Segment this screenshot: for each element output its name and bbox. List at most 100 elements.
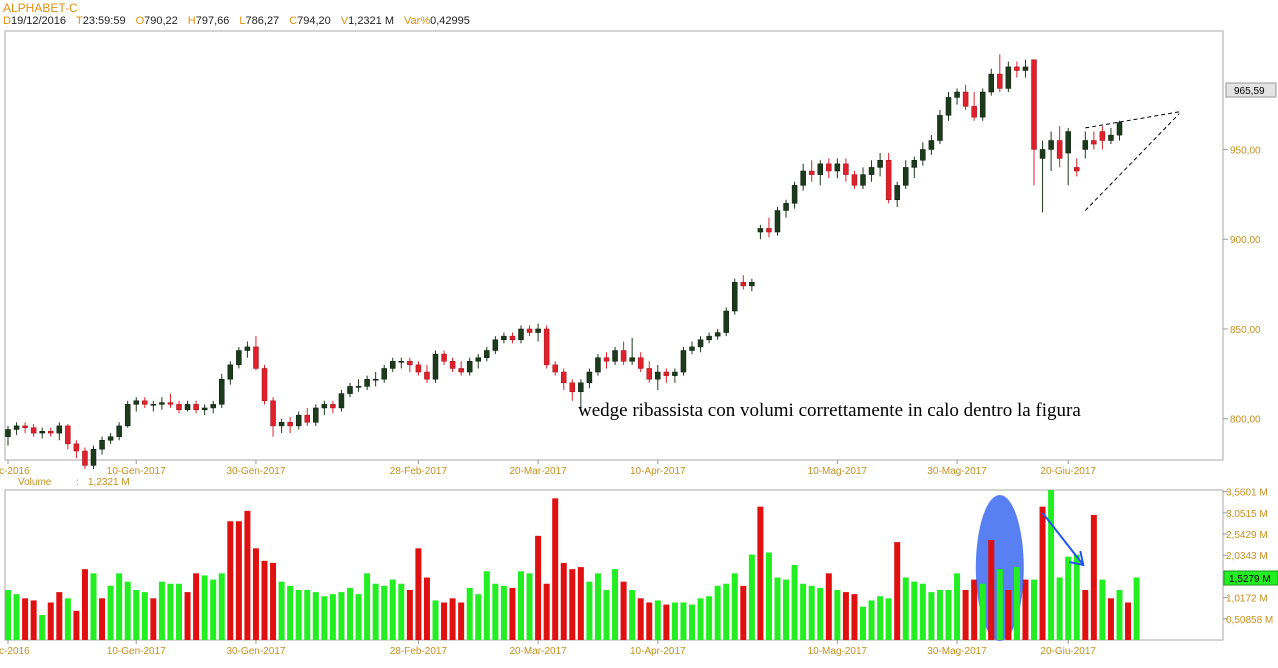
price-y-tick-label: 800,00: [1230, 415, 1261, 426]
volume-y-tick-label: 0,50858 M: [1226, 615, 1273, 626]
candle: [424, 364, 430, 383]
candle-body: [219, 378, 225, 405]
candle: [1074, 158, 1080, 177]
volume-bar: [398, 583, 405, 640]
volume-bar: [99, 598, 106, 640]
volume-bar: [64, 598, 71, 640]
volume-bar: [851, 594, 858, 640]
candle-body: [962, 91, 969, 107]
candle-body: [73, 443, 80, 452]
candle-body: [227, 364, 234, 380]
candle-body: [714, 332, 721, 337]
volume-bar: [278, 581, 285, 640]
candle: [595, 354, 601, 376]
candle-body: [620, 350, 627, 362]
candle: [1031, 59, 1037, 186]
candle: [732, 278, 738, 315]
candle-body: [954, 91, 960, 98]
candle: [603, 352, 610, 369]
candle: [1022, 59, 1029, 78]
price-x-tick-label: 30-Gen-2017: [226, 466, 285, 477]
candle-body: [390, 361, 396, 369]
volume-bar: [321, 596, 328, 640]
volume-bar: [1099, 579, 1106, 640]
candle-body: [552, 364, 558, 373]
volume-bar: [347, 587, 353, 640]
candle-body: [680, 350, 687, 373]
volume-bar: [577, 567, 584, 640]
candle-body: [295, 414, 302, 427]
volume-y-axis: 0,50858 M 1,0172 M 1,5279 M 2,0343 M 2,5429 …: [1223, 488, 1273, 626]
candle: [586, 368, 593, 389]
volume-bar: [39, 615, 46, 640]
candle-body: [791, 185, 798, 204]
candle: [1099, 126, 1106, 150]
candle: [372, 372, 379, 387]
volume-bar: [834, 590, 841, 640]
price-x-axis: -Dic-2016 10-Gen-2017 30-Gen-2017 28-Feb-20…: [0, 460, 1096, 477]
candle-body: [321, 404, 328, 409]
candle-body: [646, 368, 652, 380]
volume-bar: [612, 569, 619, 640]
candle: [253, 336, 259, 371]
high-value: 797,66: [195, 15, 230, 27]
volume-bar: [945, 590, 952, 640]
candle: [458, 361, 464, 376]
volume-current-label: 1,2321 M: [88, 477, 130, 488]
candle-body: [697, 339, 704, 348]
candle: [971, 92, 977, 121]
candle-body: [150, 404, 157, 406]
candle-body: [672, 371, 678, 376]
candle-body: [13, 425, 20, 430]
candle: [484, 346, 490, 362]
candle: [620, 341, 627, 365]
volume-y-tick-label: 2,0343 M: [1226, 551, 1268, 562]
candle-body: [997, 73, 1003, 89]
candle: [278, 418, 285, 434]
volume-bar: [261, 560, 268, 640]
volume-bar: [193, 573, 200, 640]
candle: [201, 404, 208, 416]
candle: [73, 440, 80, 459]
last-volume-badge: 1,5279 M: [1223, 570, 1278, 586]
volume-bar: [1048, 490, 1055, 640]
candle-body: [1056, 140, 1063, 159]
candle: [706, 332, 712, 344]
candle: [39, 427, 45, 439]
volume-x-tick-label: 10-Apr-2017: [630, 646, 686, 657]
candle: [449, 357, 456, 373]
volume-bar: [252, 548, 259, 640]
volume-bar: [218, 573, 225, 640]
candle-body: [116, 425, 122, 437]
volume-bar-highlight: [996, 569, 1003, 640]
candle-body: [492, 339, 499, 351]
candle-body: [885, 159, 892, 200]
volume-bar: [860, 606, 866, 640]
volume-bar: [569, 569, 576, 640]
candle: [663, 368, 670, 383]
volume-bar: [244, 510, 251, 640]
candle: [868, 160, 875, 182]
volume-bar: [774, 577, 781, 640]
volume-bar: [13, 594, 20, 640]
volume-bar: [415, 548, 422, 640]
volume-bar: [808, 585, 815, 640]
candle-body: [826, 163, 832, 172]
volume-bar: [406, 590, 413, 640]
volume-bar: [560, 562, 567, 640]
candle-body: [860, 174, 866, 186]
candle: [287, 416, 293, 434]
candle-body: [603, 357, 610, 362]
volume-bar-highlight: [1013, 567, 1020, 640]
candle-body: [22, 425, 28, 428]
candle: [655, 364, 661, 390]
candle-body: [655, 371, 661, 380]
candle-body: [458, 368, 464, 373]
volume-bar: [1107, 598, 1114, 640]
volume-bar: [680, 602, 687, 640]
volume-bar: [1022, 579, 1029, 640]
candle: [646, 361, 652, 383]
candle: [492, 336, 499, 355]
volume-bar: [877, 596, 884, 640]
